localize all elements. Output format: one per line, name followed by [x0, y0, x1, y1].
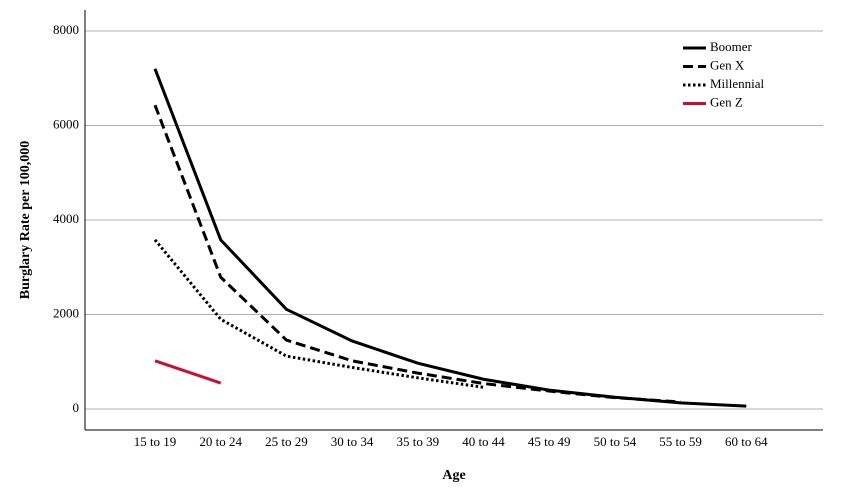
x-tick-label: 50 to 54 — [594, 434, 637, 449]
y-tick-label: 4000 — [53, 211, 79, 226]
x-tick-label: 25 to 29 — [265, 434, 308, 449]
x-axis-title: Age — [442, 468, 465, 483]
y-tick-label: 0 — [73, 400, 80, 415]
y-axis-title: Burglary Rate per 100,000 — [18, 141, 33, 299]
series-line — [153, 68, 747, 408]
legend-label: Gen X — [710, 57, 745, 72]
x-tick-label: 35 to 39 — [396, 434, 439, 449]
x-tick-label: 20 to 24 — [199, 434, 242, 449]
series-line — [153, 104, 681, 404]
legend-label: Gen Z — [710, 94, 743, 109]
series-line — [154, 359, 222, 385]
x-tick-label: 30 to 34 — [331, 434, 374, 449]
legend-label: Boomer — [710, 39, 753, 54]
legend-label: Millennial — [710, 76, 765, 91]
x-tick-label: 40 to 44 — [462, 434, 505, 449]
x-tick-label: 15 to 19 — [134, 434, 177, 449]
y-tick-label: 6000 — [53, 116, 79, 131]
y-tick-label: 2000 — [53, 305, 79, 320]
x-tick-label: 45 to 49 — [528, 434, 571, 449]
x-tick-label: 55 to 59 — [659, 434, 702, 449]
series-line — [153, 238, 484, 389]
y-tick-label: 8000 — [53, 22, 79, 37]
x-tick-label: 60 to 64 — [725, 434, 768, 449]
